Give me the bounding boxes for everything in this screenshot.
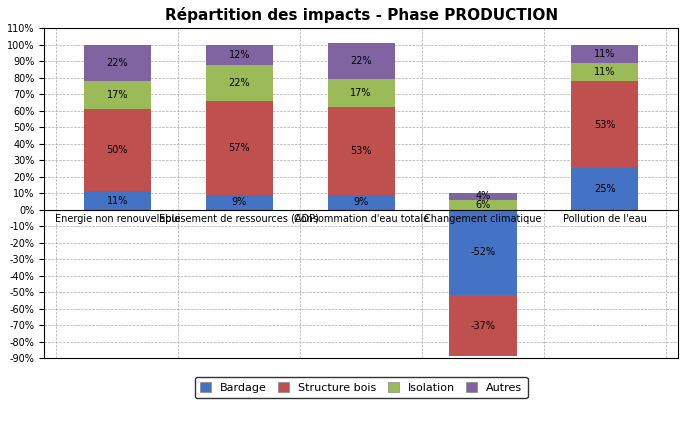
Bar [206,45,273,65]
Text: 4%: 4% [475,191,490,201]
Text: 6%: 6% [475,200,490,210]
Text: 22%: 22% [228,78,250,88]
Title: Répartition des impacts - Phase PRODUCTION: Répartition des impacts - Phase PRODUCTI… [164,7,558,23]
Text: -52%: -52% [471,248,495,258]
Bar [449,193,516,200]
Text: 53%: 53% [350,146,372,156]
Bar [449,295,516,356]
Text: Epuisement de ressources (ADP): Epuisement de ressources (ADP) [160,214,319,224]
Text: 9%: 9% [232,197,247,207]
Bar [84,45,151,81]
Text: Changement climatique: Changement climatique [424,214,542,224]
Text: 11%: 11% [594,67,616,77]
Text: Energie non renouvelable: Energie non renouvelable [55,214,180,224]
Text: -37%: -37% [471,321,495,331]
Text: 12%: 12% [229,50,250,60]
Bar [571,63,638,81]
Bar [449,210,516,295]
Text: 25%: 25% [594,184,616,194]
Text: 11%: 11% [107,196,128,205]
Bar [571,81,638,168]
Bar [206,65,273,101]
Bar [571,45,638,63]
Text: Consommation d'eau totale: Consommation d'eau totale [294,214,429,224]
Text: 17%: 17% [350,89,372,99]
Text: 22%: 22% [350,56,372,66]
Bar [84,191,151,210]
Text: 57%: 57% [228,143,250,153]
Bar [449,200,516,210]
Text: 17%: 17% [107,90,128,100]
Text: Pollution de l'eau: Pollution de l'eau [563,214,647,224]
Text: 11%: 11% [594,49,616,59]
Bar [84,81,151,109]
Bar [327,79,395,107]
Text: 22%: 22% [106,58,128,68]
Text: 9%: 9% [353,197,369,207]
Bar [327,107,395,195]
Bar [84,109,151,191]
Bar [571,168,638,210]
Bar [327,43,395,79]
Bar [206,101,273,195]
Bar [327,195,395,210]
Legend: Bardage, Structure bois, Isolation, Autres: Bardage, Structure bois, Isolation, Autr… [195,377,527,399]
Text: 50%: 50% [107,145,128,155]
Bar [206,195,273,210]
Text: 53%: 53% [594,120,616,130]
